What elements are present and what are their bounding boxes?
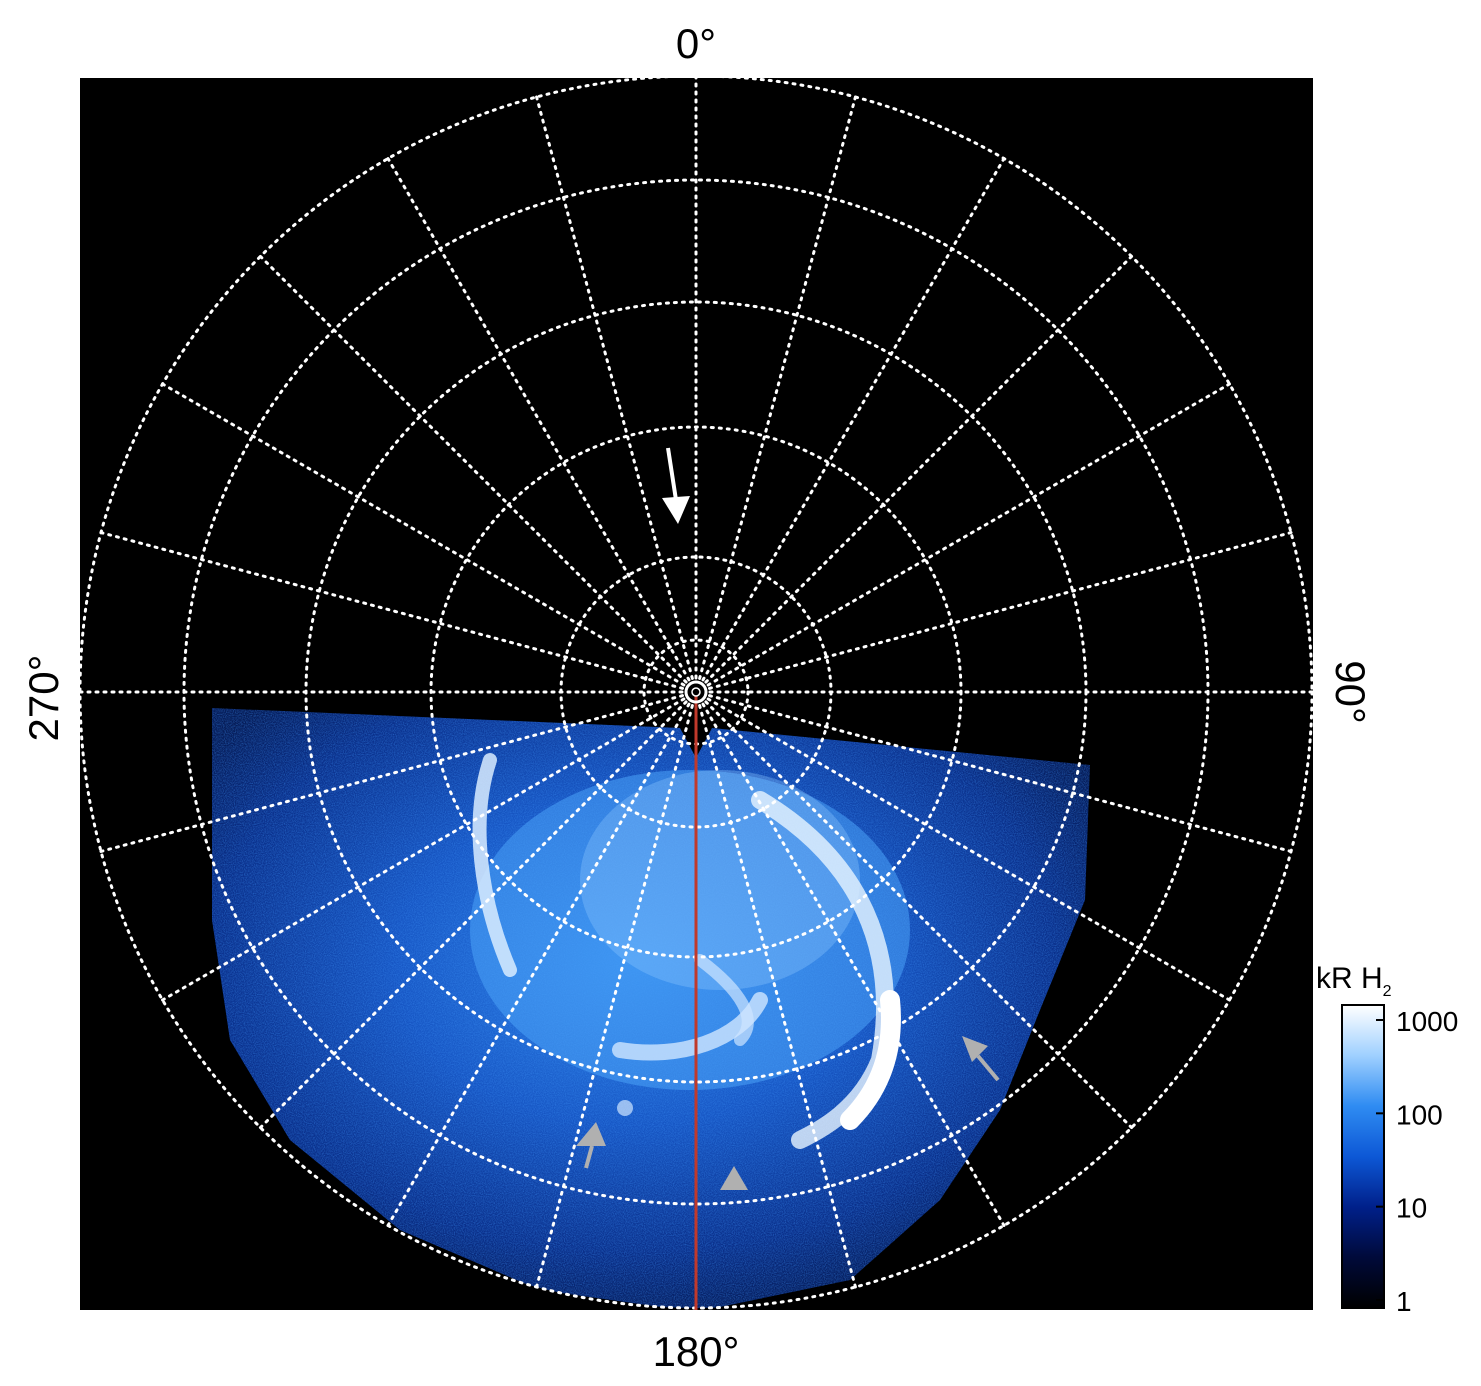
longitude-label-bottom: 180°	[653, 1328, 740, 1375]
gray-arrow-bottom	[720, 1166, 748, 1190]
colorbar-tick-label: 100	[1396, 1099, 1443, 1130]
gray-arrow-left	[576, 1122, 606, 1169]
longitude-label-right: 90°	[1327, 660, 1374, 724]
gray-arrow-right	[962, 1036, 1000, 1082]
colorbar: kR H2 1000 100 10 1	[1316, 962, 1458, 1317]
colorbar-tick-label: 10	[1396, 1193, 1427, 1224]
colorbar-tick-label: 1	[1396, 1286, 1412, 1317]
aurora-emission	[212, 708, 1090, 1308]
longitude-label-top: 0°	[676, 20, 716, 67]
colorbar-gradient	[1341, 1004, 1385, 1309]
white-arrow	[662, 447, 690, 524]
longitude-label-left: 270°	[20, 655, 67, 742]
colorbar-label: kR H2	[1316, 962, 1392, 1000]
colorbar-tick-label: 1000	[1396, 1006, 1458, 1037]
pole-marker	[684, 680, 708, 704]
